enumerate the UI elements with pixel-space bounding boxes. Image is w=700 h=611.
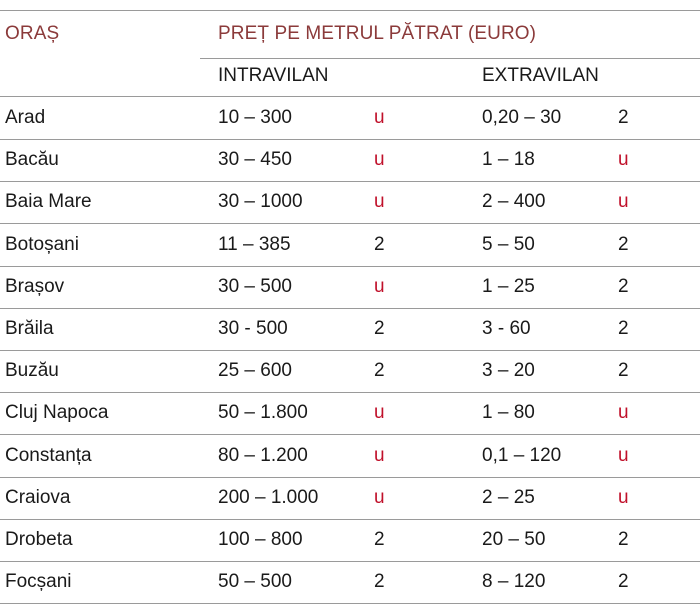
intravilan-trend-mark: u	[374, 445, 385, 466]
city-cell: Bacău	[5, 149, 59, 170]
extravilan-trend-mark: 2	[618, 571, 629, 592]
intravilan-trend-mark: u	[374, 402, 385, 423]
extravilan-price-cell: 20 – 50	[482, 529, 546, 550]
intravilan-trend-mark: 2	[374, 529, 385, 550]
extravilan-trend-mark: u	[618, 402, 629, 423]
extravilan-trend-mark: 2	[618, 234, 629, 255]
city-cell: Cluj Napoca	[5, 402, 109, 423]
extravilan-trend-mark: 2	[618, 529, 629, 550]
row-divider	[0, 392, 700, 393]
row-divider	[0, 561, 700, 562]
extravilan-price-cell: 3 - 60	[482, 318, 531, 339]
intravilan-price-cell: 10 – 300	[218, 107, 292, 128]
row-divider	[0, 266, 700, 267]
row-divider	[0, 350, 700, 351]
intravilan-price-cell: 30 - 500	[218, 318, 288, 339]
city-cell: Drobeta	[5, 529, 73, 550]
row-divider	[0, 477, 700, 478]
intravilan-trend-mark: u	[374, 487, 385, 508]
price-column-header: PREȚ PE METRUL PĂTRAT (EURO)	[218, 23, 537, 44]
extravilan-column-header: EXTRAVILAN	[482, 65, 599, 86]
intravilan-price-cell: 25 – 600	[218, 360, 292, 381]
extravilan-price-cell: 1 – 18	[482, 149, 535, 170]
extravilan-trend-mark: u	[618, 445, 629, 466]
city-cell: Constanța	[5, 445, 92, 466]
row-divider	[0, 603, 700, 604]
city-cell: Buzău	[5, 360, 59, 381]
row-divider	[0, 434, 700, 435]
intravilan-column-header: INTRAVILAN	[218, 65, 329, 86]
intravilan-price-cell: 100 – 800	[218, 529, 303, 550]
row-divider	[0, 181, 700, 182]
city-cell: Brăila	[5, 318, 54, 339]
intravilan-trend-mark: 2	[374, 234, 385, 255]
city-cell: Craiova	[5, 487, 71, 508]
intravilan-price-cell: 50 – 1.800	[218, 402, 308, 423]
intravilan-price-cell: 80 – 1.200	[218, 445, 308, 466]
row-divider	[0, 139, 700, 140]
extravilan-trend-mark: u	[618, 149, 629, 170]
city-column-header: ORAȘ	[5, 23, 60, 44]
intravilan-trend-mark: 2	[374, 571, 385, 592]
intravilan-trend-mark: u	[374, 276, 385, 297]
extravilan-price-cell: 2 – 25	[482, 487, 535, 508]
extravilan-price-cell: 3 – 20	[482, 360, 535, 381]
extravilan-trend-mark: u	[618, 191, 629, 212]
header-divider	[200, 58, 700, 59]
extravilan-price-cell: 5 – 50	[482, 234, 535, 255]
extravilan-trend-mark: 2	[618, 107, 629, 128]
intravilan-trend-mark: u	[374, 107, 385, 128]
extravilan-trend-mark: 2	[618, 360, 629, 381]
extravilan-price-cell: 8 – 120	[482, 571, 546, 592]
intravilan-price-cell: 30 – 1000	[218, 191, 303, 212]
city-cell: Botoșani	[5, 234, 79, 255]
city-cell: Brașov	[5, 276, 65, 297]
extravilan-price-cell: 0,1 – 120	[482, 445, 562, 466]
extravilan-price-cell: 2 – 400	[482, 191, 546, 212]
intravilan-trend-mark: 2	[374, 318, 385, 339]
intravilan-price-cell: 30 – 450	[218, 149, 292, 170]
intravilan-price-cell: 11 – 385	[218, 234, 291, 255]
extravilan-price-cell: 0,20 – 30	[482, 107, 562, 128]
intravilan-price-cell: 50 – 500	[218, 571, 292, 592]
extravilan-trend-mark: 2	[618, 276, 629, 297]
city-cell: Arad	[5, 107, 46, 128]
extravilan-trend-mark: u	[618, 487, 629, 508]
city-cell: Baia Mare	[5, 191, 92, 212]
intravilan-trend-mark: 2	[374, 360, 385, 381]
table-top-border	[0, 10, 700, 11]
intravilan-trend-mark: u	[374, 149, 385, 170]
city-cell: Focșani	[5, 571, 72, 592]
row-divider	[0, 519, 700, 520]
extravilan-price-cell: 1 – 80	[482, 402, 535, 423]
extravilan-trend-mark: 2	[618, 318, 629, 339]
intravilan-trend-mark: u	[374, 191, 385, 212]
header-bottom-border	[0, 96, 700, 97]
intravilan-price-cell: 30 – 500	[218, 276, 292, 297]
extravilan-price-cell: 1 – 25	[482, 276, 535, 297]
row-divider	[0, 223, 700, 224]
intravilan-price-cell: 200 – 1.000	[218, 487, 319, 508]
row-divider	[0, 308, 700, 309]
